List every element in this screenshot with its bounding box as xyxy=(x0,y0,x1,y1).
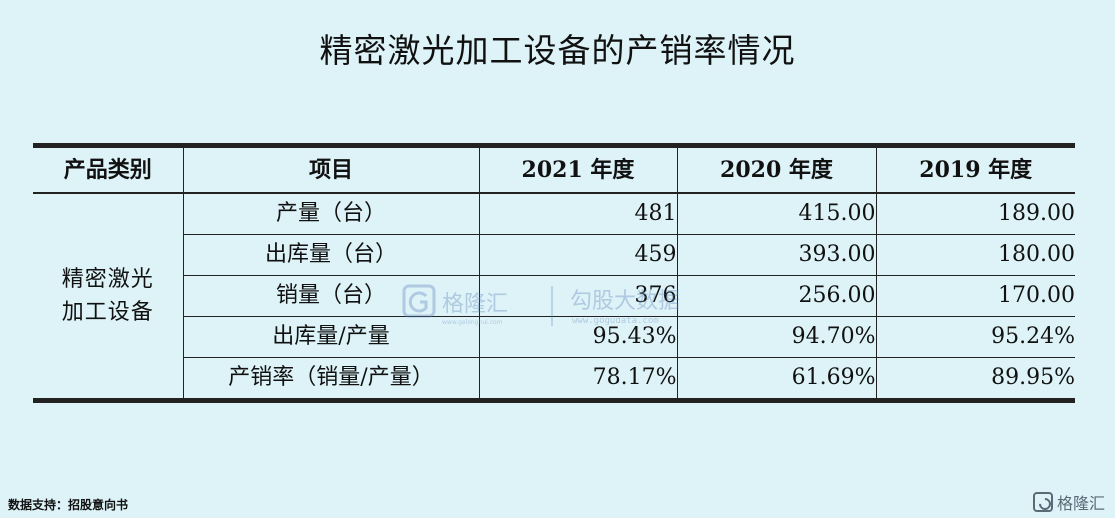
brand-logo: 格隆汇 xyxy=(1032,491,1105,513)
table-header-row: 产品类别 项目 2021 年度 2020 年度 2019 年度 xyxy=(33,145,1075,194)
source-note: 数据支持：招股意向书 xyxy=(8,498,129,512)
value-cell-2021: 78.17% xyxy=(478,357,678,401)
value-cell-2020: 256.00 xyxy=(676,275,877,317)
table-row: 出库量（台） 459 393.00 180.00 xyxy=(33,234,1075,276)
header-2019: 2019 年度 xyxy=(875,145,1075,194)
value-cell-2019: 170.00 xyxy=(875,275,1075,317)
value-cell-2020: 61.69% xyxy=(676,357,877,401)
table-row: 产销率（销量/产量） 78.17% 61.69% 89.95% xyxy=(33,357,1075,401)
sales-rate-table: 产品类别 项目 2021 年度 2020 年度 2019 年度 精密激光加工设备… xyxy=(33,143,1075,403)
category-label: 精密激光加工设备 xyxy=(61,267,154,325)
value-cell-2020: 415.00 xyxy=(676,192,877,235)
logo-text: 格隆汇 xyxy=(1056,494,1105,513)
item-cell: 销量（台） xyxy=(183,275,480,317)
header-category: 产品类别 xyxy=(33,145,184,194)
value-cell-2019: 95.24% xyxy=(875,316,1075,358)
table-row: 精密激光加工设备 产量（台） 481 415.00 189.00 xyxy=(33,192,1075,401)
value-cell-2020: 94.70% xyxy=(676,316,877,358)
value-cell-2021: 95.43% xyxy=(478,316,678,358)
category-cell: 精密激光加工设备 xyxy=(33,192,184,401)
table-row: 销量（台） 376 256.00 170.00 xyxy=(33,275,1075,317)
value-cell-2021: 481 xyxy=(478,192,678,235)
g-logo-icon xyxy=(1032,492,1053,512)
item-cell: 产销率（销量/产量） xyxy=(183,357,480,401)
header-2021: 2021 年度 xyxy=(478,145,678,194)
value-cell-2019: 180.00 xyxy=(875,234,1075,276)
value-cell-2019: 189.00 xyxy=(875,192,1075,235)
table-row: 出库量/产量 95.43% 94.70% 95.24% xyxy=(33,316,1075,358)
value-cell-2021: 376 xyxy=(478,275,678,317)
value-cell-2021: 459 xyxy=(478,234,678,276)
header-item: 项目 xyxy=(182,145,480,194)
value-cell-2019: 89.95% xyxy=(875,357,1075,401)
item-cell: 产量（台） xyxy=(182,192,480,235)
page-title: 精密激光加工设备的产销率情况 xyxy=(319,31,796,70)
value-cell-2020: 393.00 xyxy=(676,234,877,276)
item-cell: 出库量（台） xyxy=(183,234,480,276)
header-2020: 2020 年度 xyxy=(676,145,877,194)
item-cell: 出库量/产量 xyxy=(183,316,480,358)
